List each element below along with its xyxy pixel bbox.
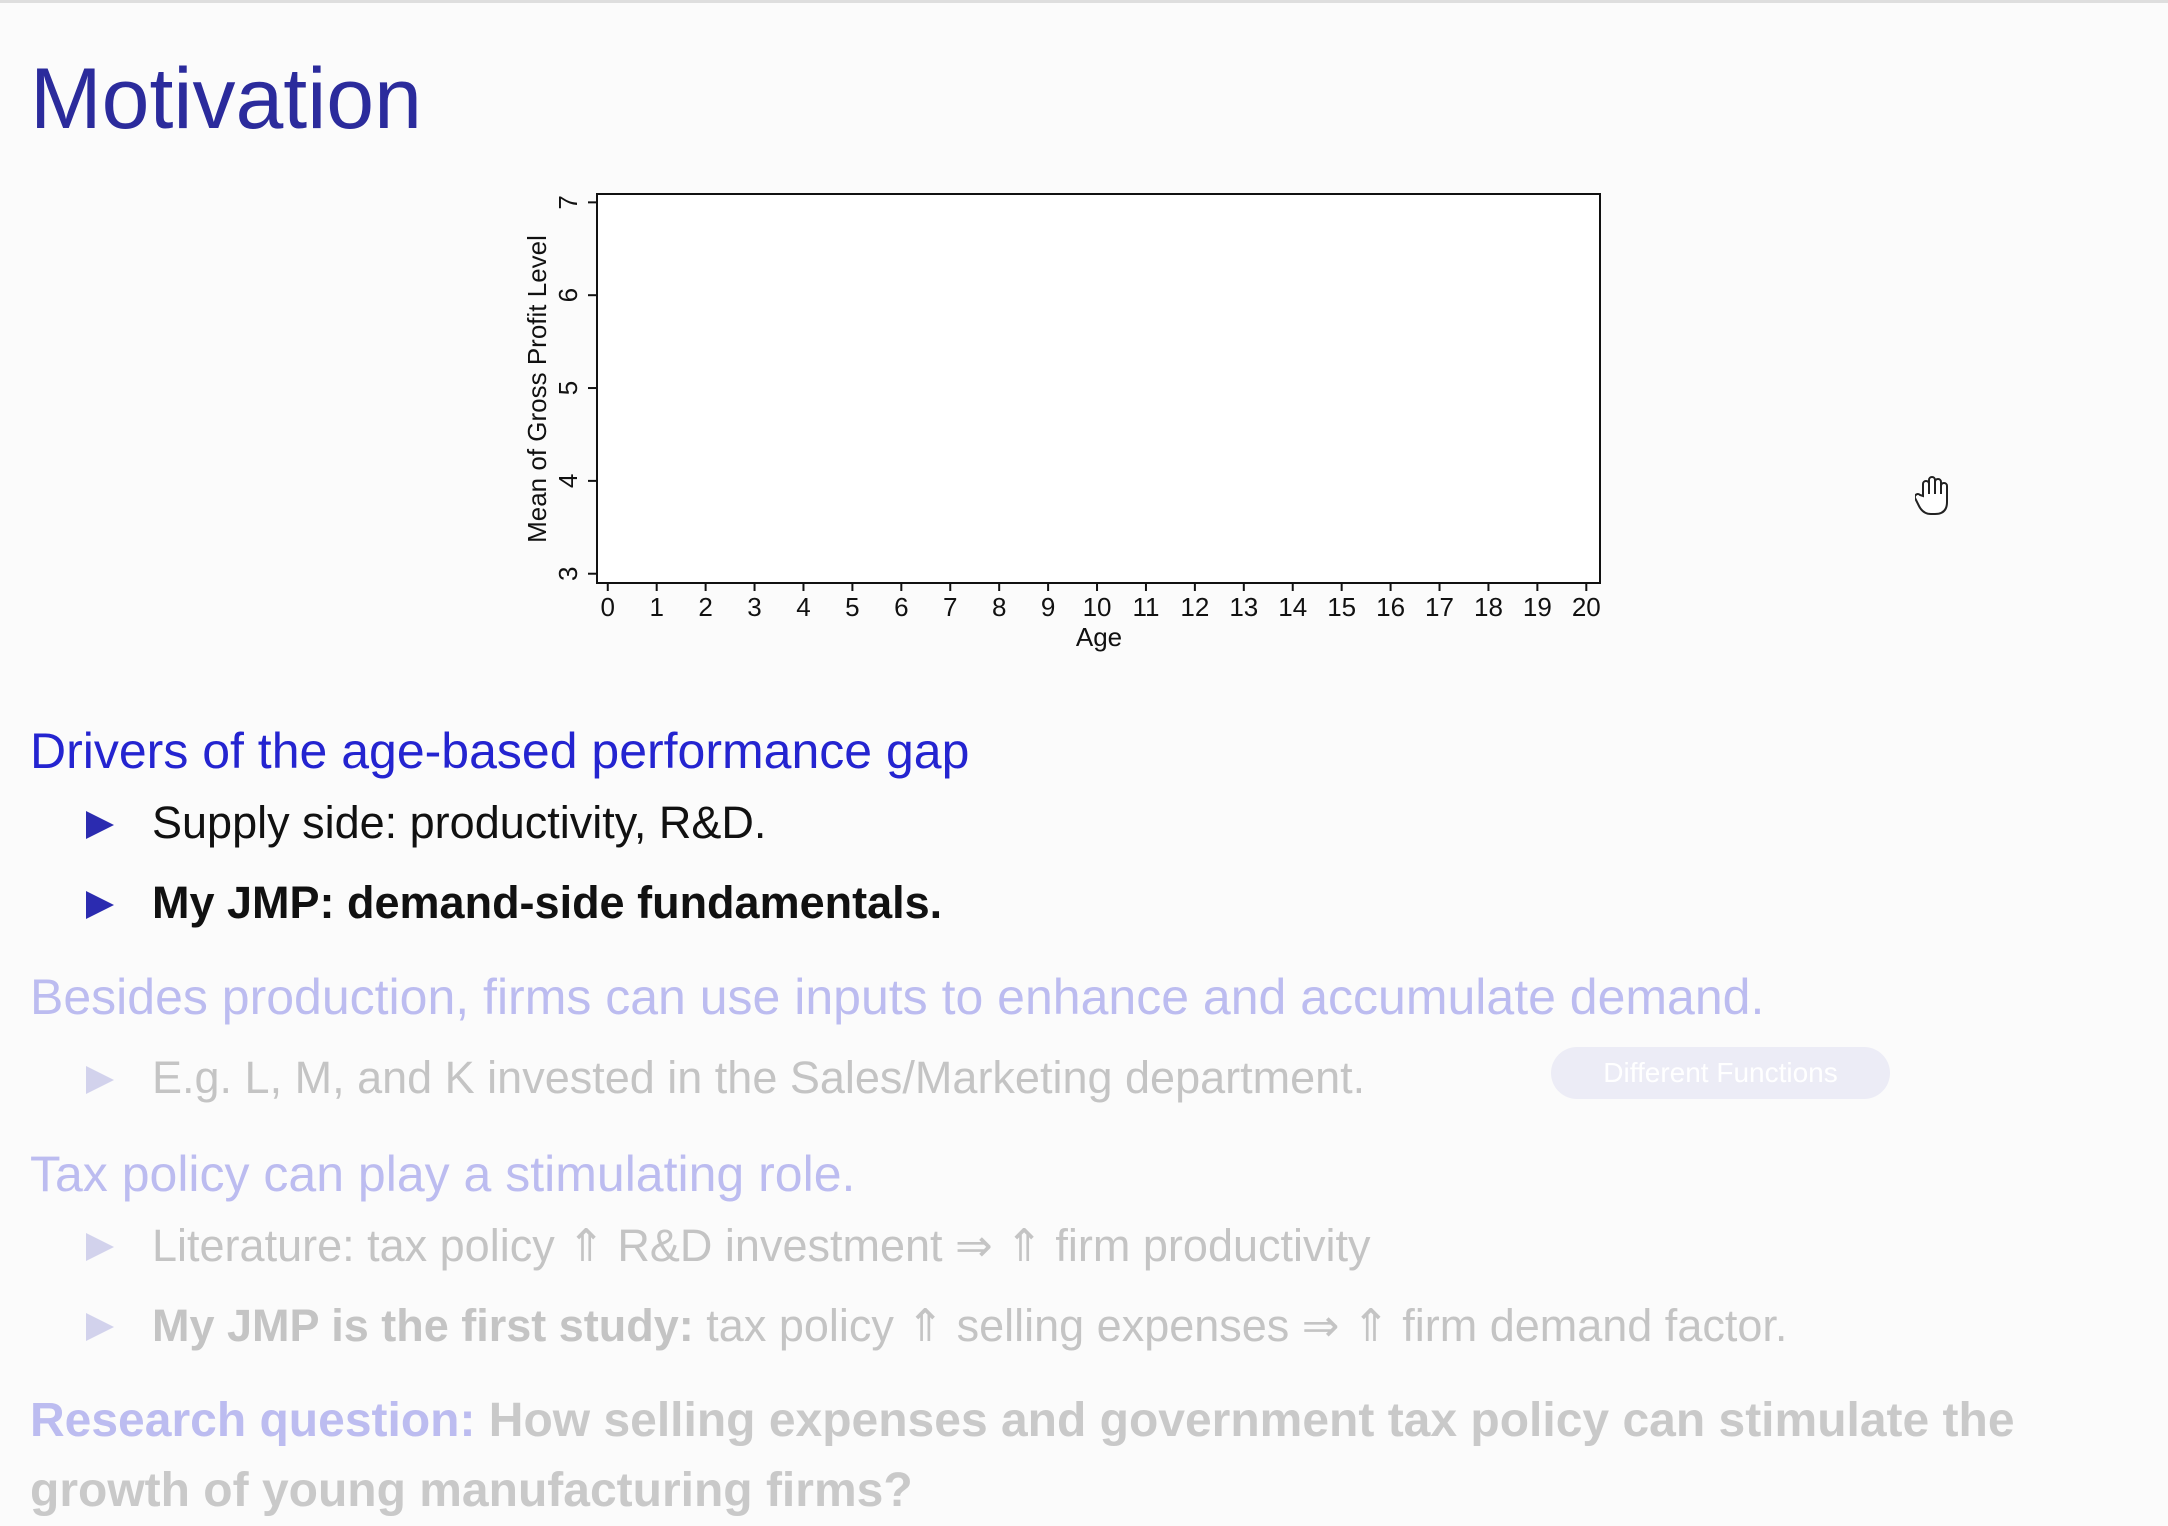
x-tick-label: 2	[698, 592, 712, 622]
link-button[interactable]: Different Functions	[1551, 1047, 1890, 1099]
y-tick-label: 5	[553, 381, 583, 395]
section-heading: Drivers of the age-based performance gap	[30, 723, 970, 779]
bullet-icon	[86, 891, 114, 919]
x-tick-label: 11	[1132, 592, 1159, 622]
x-tick-label: 10	[1083, 592, 1112, 622]
y-axis-label: Mean of Gross Profit Level	[522, 235, 552, 543]
hand-cursor	[1915, 476, 1948, 515]
x-tick-label: 4	[796, 592, 810, 622]
bullet-icon	[86, 1313, 114, 1341]
x-tick-label: 17	[1425, 592, 1454, 622]
x-tick-label: 3	[747, 592, 761, 622]
y-tick-label: 4	[553, 474, 583, 488]
x-tick-label: 16	[1376, 592, 1405, 622]
x-tick-label: 18	[1474, 592, 1503, 622]
y-tick-label: 7	[553, 195, 583, 209]
x-tick-label: 0	[601, 592, 615, 622]
bullet-icon	[86, 811, 114, 839]
y-tick-label: 3	[553, 566, 583, 580]
bullet-icon	[86, 1233, 114, 1261]
bullet-text: Supply side: productivity, R&D.	[152, 797, 767, 848]
x-tick-label: 7	[943, 592, 957, 622]
bullet-lead: My JMP is the first study:	[152, 1300, 694, 1351]
x-tick-label: 19	[1523, 592, 1552, 622]
x-tick-label: 13	[1229, 592, 1258, 622]
section-heading: Besides production, firms can use inputs…	[30, 969, 1765, 1025]
section-heading: Tax policy can play a stimulating role.	[30, 1146, 856, 1202]
x-tick-label: 8	[992, 592, 1006, 622]
bullet-text: Literature: tax policy ⇑ R&D investment …	[152, 1220, 1371, 1271]
bullet-text: E.g. L, M, and K invested in the Sales/M…	[152, 1052, 1366, 1103]
plot-frame	[596, 193, 1601, 584]
research-question: Research question: How selling expenses …	[30, 1386, 2130, 1526]
x-tick-label: 6	[894, 592, 908, 622]
bullet-icon	[86, 1066, 114, 1094]
research-text: How selling expenses and government tax …	[30, 1394, 2015, 1517]
x-axis-label: Age	[1076, 622, 1122, 652]
bullet-rest: tax policy ⇑ selling expenses ⇒ ⇑ firm d…	[706, 1300, 1788, 1351]
x-tick-label: 5	[845, 592, 859, 622]
research-label: Research question:	[30, 1394, 476, 1447]
x-tick-label: 1	[649, 592, 663, 622]
y-tick-label: 6	[553, 288, 583, 302]
x-tick-label: 15	[1327, 592, 1356, 622]
x-tick-label: 20	[1572, 592, 1601, 622]
bullet-text: My JMP is the first study: tax policy ⇑ …	[152, 1299, 1787, 1352]
top-border	[0, 0, 2168, 3]
bullet-text: My JMP: demand-side fundamentals.	[152, 877, 943, 928]
slide-title: Motivation	[30, 51, 422, 147]
x-tick-label: 14	[1278, 592, 1307, 622]
x-tick-label: 12	[1180, 592, 1209, 622]
x-tick-label: 9	[1041, 592, 1055, 622]
